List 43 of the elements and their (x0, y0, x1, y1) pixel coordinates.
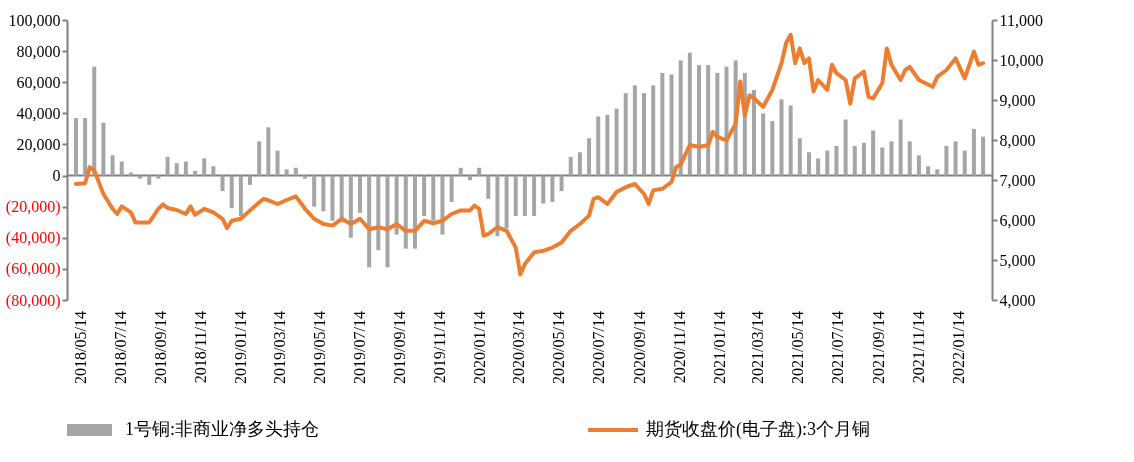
y-tick-label: (80,000) (5, 291, 61, 310)
x-tick-label: 2018/07/14 (111, 311, 129, 384)
y2-tick-label: 10,000 (999, 51, 1044, 69)
legend-label: 1号铜:非商业净多头持仓 (125, 419, 320, 439)
x-tick-label: 2020/05/14 (550, 311, 568, 384)
x-tick-label: 2019/07/14 (350, 311, 368, 384)
y-tick-label: (60,000) (5, 260, 61, 279)
x-tick-label: 2021/07/14 (829, 311, 847, 384)
y2-tick-label: 9,000 (999, 91, 1036, 109)
x-tick-label: 2021/09/14 (869, 311, 887, 384)
x-tick-label: 2018/11/14 (192, 311, 210, 384)
x-tick-label: 2019/09/14 (391, 311, 409, 384)
y-tick-label: (40,000) (5, 229, 61, 248)
x-tick-label: 2021/01/14 (710, 311, 728, 384)
y2-tick-label: 5,000 (999, 251, 1036, 269)
x-tick-label: 2022/01/14 (949, 311, 967, 384)
y-tick-label: 40,000 (16, 104, 61, 122)
x-tick-label: 2018/05/14 (71, 311, 89, 384)
x-tick-label: 2021/03/14 (749, 311, 767, 384)
x-tick-label: 2019/03/14 (270, 311, 288, 384)
y2-tick-label: 4,000 (999, 291, 1036, 309)
legend-label: 期货收盘价(电子盘):3个月铜 (646, 419, 870, 440)
y2-tick-label: 8,000 (999, 131, 1036, 149)
y-tick-label: 20,000 (16, 135, 61, 153)
x-tick-label: 2021/05/14 (789, 311, 807, 384)
x-tick-label: 2019/05/14 (310, 311, 328, 384)
x-tick-label: 2020/07/14 (590, 311, 608, 384)
x-tick-label: 2020/03/14 (510, 311, 528, 384)
y-tick-label: 0 (52, 167, 61, 185)
x-tick-label: 2019/11/14 (431, 311, 449, 384)
x-tick-label: 2020/01/14 (471, 311, 489, 384)
y-tick-label: 80,000 (16, 42, 61, 60)
y2-tick-label: 7,000 (999, 171, 1036, 189)
x-tick-label: 2020/11/14 (670, 311, 688, 384)
y-tick-label: (20,000) (5, 198, 61, 217)
y-tick-label: 100,000 (8, 11, 61, 29)
y-tick-label: 60,000 (16, 73, 61, 91)
y2-tick-label: 11,000 (999, 11, 1043, 29)
x-tick-label: 2020/09/14 (630, 311, 648, 384)
x-tick-label: 2018/09/14 (152, 311, 170, 384)
x-tick-label: 2019/01/14 (232, 311, 250, 384)
x-tick-label: 2021/11/14 (909, 311, 927, 384)
y2-tick-label: 6,000 (999, 211, 1036, 229)
